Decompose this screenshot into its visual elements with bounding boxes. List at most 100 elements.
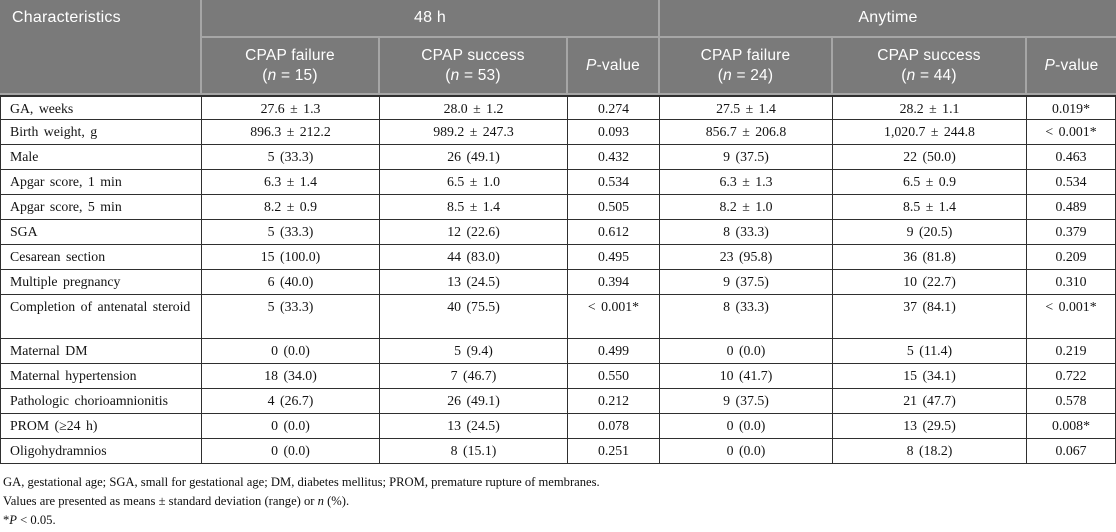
cell-value: 0 (0.0) bbox=[202, 439, 380, 464]
cell-value: 27.6 ± 1.3 bbox=[202, 95, 380, 120]
cell-pvalue: 0.578 bbox=[1027, 389, 1116, 414]
column-header-pvalue-48h: P-value bbox=[568, 38, 660, 95]
cell-pvalue: 0.209 bbox=[1027, 245, 1116, 270]
cell-value: 15 (100.0) bbox=[202, 245, 380, 270]
cell-value: 36 (81.8) bbox=[833, 245, 1027, 270]
cell-value: 989.2 ± 247.3 bbox=[380, 120, 568, 145]
cell-value: 0 (0.0) bbox=[660, 339, 833, 364]
column-header-title: CPAP success bbox=[421, 46, 525, 64]
row-label: Completion of antenatal steroid bbox=[0, 295, 202, 339]
cell-value: 896.3 ± 212.2 bbox=[202, 120, 380, 145]
footnote-significance: *P < 0.05. bbox=[3, 513, 56, 528]
cell-pvalue: 0.067 bbox=[1027, 439, 1116, 464]
cell-pvalue: 0.505 bbox=[568, 195, 660, 220]
cell-value: 15 (34.1) bbox=[833, 364, 1027, 389]
cell-pvalue: 0.078 bbox=[568, 414, 660, 439]
column-group-48h: 48 h bbox=[202, 0, 660, 38]
cell-value: 6.5 ± 1.0 bbox=[380, 170, 568, 195]
cell-value: 44 (83.0) bbox=[380, 245, 568, 270]
column-header-n: (n = 53) bbox=[445, 66, 501, 84]
row-label: GA, weeks bbox=[0, 95, 202, 120]
column-header-n: (n = 24) bbox=[717, 66, 774, 84]
column-header-title: CPAP success bbox=[877, 46, 981, 64]
cell-pvalue: 0.489 bbox=[1027, 195, 1116, 220]
cell-value: 26 (49.1) bbox=[380, 145, 568, 170]
row-label: Birth weight, g bbox=[0, 120, 202, 145]
cell-pvalue: 0.379 bbox=[1027, 220, 1116, 245]
table-row: Multiple pregnancy 6 (40.0) 13 (24.5) 0.… bbox=[0, 270, 1116, 295]
cell-pvalue: 0.274 bbox=[568, 95, 660, 120]
row-label: Multiple pregnancy bbox=[0, 270, 202, 295]
cell-pvalue: 0.612 bbox=[568, 220, 660, 245]
row-label: Apgar score, 5 min bbox=[0, 195, 202, 220]
cell-pvalue: 0.212 bbox=[568, 389, 660, 414]
footnote-values-note: Values are presented as means ± standard… bbox=[3, 494, 350, 509]
cell-pvalue: 0.310 bbox=[1027, 270, 1116, 295]
column-header-cpap-failure-anytime: CPAP failure (n = 24) bbox=[660, 38, 833, 95]
cell-value: 8 (33.3) bbox=[660, 295, 833, 339]
cell-pvalue: 0.093 bbox=[568, 120, 660, 145]
cell-value: 6.3 ± 1.3 bbox=[660, 170, 833, 195]
table-row: Oligohydramnios 0 (0.0) 8 (15.1) 0.251 0… bbox=[0, 439, 1116, 464]
cell-value: 0 (0.0) bbox=[660, 414, 833, 439]
cell-value: 9 (37.5) bbox=[660, 389, 833, 414]
column-header-title: CPAP failure bbox=[700, 46, 791, 64]
column-header-pvalue-anytime: P-value bbox=[1027, 38, 1116, 95]
table-row: Apgar score, 5 min 8.2 ± 0.9 8.5 ± 1.4 0… bbox=[0, 195, 1116, 220]
table-row: Male 5 (33.3) 26 (49.1) 0.432 9 (37.5) 2… bbox=[0, 145, 1116, 170]
table-row: GA, weeks 27.6 ± 1.3 28.0 ± 1.2 0.274 27… bbox=[0, 95, 1116, 120]
row-label: SGA bbox=[0, 220, 202, 245]
cell-value: 9 (37.5) bbox=[660, 145, 833, 170]
cell-pvalue: 0.432 bbox=[568, 145, 660, 170]
row-label: Oligohydramnios bbox=[0, 439, 202, 464]
row-label: Cesarean section bbox=[0, 245, 202, 270]
cell-value: 0 (0.0) bbox=[660, 439, 833, 464]
cell-value: 8.5 ± 1.4 bbox=[833, 195, 1027, 220]
cell-value: 27.5 ± 1.4 bbox=[660, 95, 833, 120]
cell-value: 5 (9.4) bbox=[380, 339, 568, 364]
cell-value: 8.5 ± 1.4 bbox=[380, 195, 568, 220]
cell-value: 10 (41.7) bbox=[660, 364, 833, 389]
column-header-cpap-success-anytime: CPAP success (n = 44) bbox=[833, 38, 1027, 95]
table-row: Completion of antenatal steroid 5 (33.3)… bbox=[0, 295, 1116, 339]
cell-pvalue: 0.499 bbox=[568, 339, 660, 364]
cell-value: 13 (24.5) bbox=[380, 414, 568, 439]
cell-value: 5 (33.3) bbox=[202, 145, 380, 170]
cell-value: 6.3 ± 1.4 bbox=[202, 170, 380, 195]
cell-pvalue: 0.495 bbox=[568, 245, 660, 270]
cell-value: 18 (34.0) bbox=[202, 364, 380, 389]
cell-pvalue: 0.219 bbox=[1027, 339, 1116, 364]
cell-pvalue: 0.251 bbox=[568, 439, 660, 464]
cell-value: 6 (40.0) bbox=[202, 270, 380, 295]
row-label: Male bbox=[0, 145, 202, 170]
table-row: Birth weight, g 896.3 ± 212.2 989.2 ± 24… bbox=[0, 120, 1116, 145]
table-row: Maternal DM 0 (0.0) 5 (9.4) 0.499 0 (0.0… bbox=[0, 339, 1116, 364]
table-row: Maternal hypertension 18 (34.0) 7 (46.7)… bbox=[0, 364, 1116, 389]
cell-pvalue: 0.394 bbox=[568, 270, 660, 295]
cell-pvalue: 0.008* bbox=[1027, 414, 1116, 439]
table-row: PROM (≥24 h) 0 (0.0) 13 (24.5) 0.078 0 (… bbox=[0, 414, 1116, 439]
row-label: PROM (≥24 h) bbox=[0, 414, 202, 439]
cell-value: 12 (22.6) bbox=[380, 220, 568, 245]
table-header: Characteristics 48 h Anytime CPAP failur… bbox=[0, 0, 1116, 95]
cell-pvalue: 0.019* bbox=[1027, 95, 1116, 120]
table-body: GA, weeks 27.6 ± 1.3 28.0 ± 1.2 0.274 27… bbox=[0, 95, 1116, 464]
table-row: Cesarean section 15 (100.0) 44 (83.0) 0.… bbox=[0, 245, 1116, 270]
row-label: Maternal DM bbox=[0, 339, 202, 364]
cell-pvalue: 0.534 bbox=[1027, 170, 1116, 195]
column-header-cpap-success-48h: CPAP success (n = 53) bbox=[380, 38, 568, 95]
cell-value: 9 (37.5) bbox=[660, 270, 833, 295]
row-label: Apgar score, 1 min bbox=[0, 170, 202, 195]
cell-pvalue: < 0.001* bbox=[1027, 120, 1116, 145]
cell-value: 13 (24.5) bbox=[380, 270, 568, 295]
row-label: Pathologic chorioamnionitis bbox=[0, 389, 202, 414]
cell-value: 40 (75.5) bbox=[380, 295, 568, 339]
cell-value: 7 (46.7) bbox=[380, 364, 568, 389]
column-group-anytime: Anytime bbox=[660, 0, 1116, 38]
footnote-abbreviations: GA, gestational age; SGA, small for gest… bbox=[3, 475, 600, 489]
cell-value: 13 (29.5) bbox=[833, 414, 1027, 439]
cell-value: 8 (33.3) bbox=[660, 220, 833, 245]
characteristics-table: Characteristics 48 h Anytime CPAP failur… bbox=[0, 0, 1116, 464]
cell-value: 8.2 ± 0.9 bbox=[202, 195, 380, 220]
